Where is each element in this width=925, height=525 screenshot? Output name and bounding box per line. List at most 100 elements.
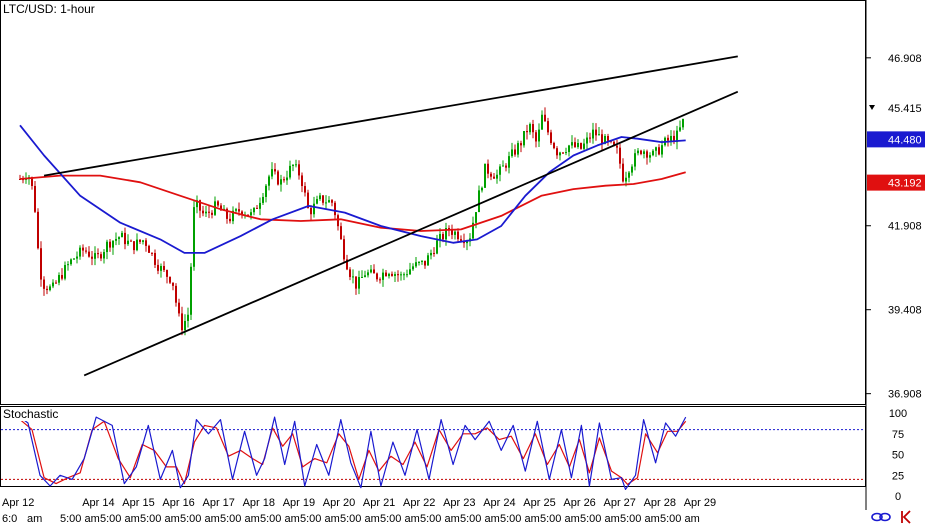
candle-body (409, 269, 411, 275)
candle-body (670, 135, 672, 141)
candle-body (529, 124, 531, 133)
candle-body (622, 163, 624, 182)
candle-body (337, 215, 339, 227)
candle-body (70, 259, 72, 265)
candle-body (496, 174, 498, 179)
candle-body (583, 143, 585, 149)
candle-body (388, 273, 390, 277)
candle-body (160, 265, 162, 271)
date-label: Apr 15 (122, 497, 154, 509)
candle-body (535, 132, 537, 142)
candle-body (490, 173, 492, 177)
candle-body (679, 127, 681, 131)
candle-body (358, 277, 360, 289)
stochastic-axis-ticks: 100 75 50 25 0 (889, 408, 907, 503)
autoscroll-arrow-icon[interactable] (901, 510, 911, 524)
candle-body (121, 232, 123, 238)
candle-body (40, 248, 42, 280)
date-label: Apr 18 (243, 497, 275, 509)
candle-body (625, 177, 627, 182)
lower-trendline[interactable] (83, 90, 739, 377)
candle-body (142, 240, 144, 242)
candle-body (562, 152, 564, 154)
candle-body (520, 143, 522, 146)
candle-body (199, 200, 201, 211)
candle-body (79, 247, 81, 257)
candle-body (289, 165, 291, 178)
date-label: Apr 20 (323, 497, 355, 509)
current-price-marker (869, 104, 875, 110)
candle-body (418, 261, 420, 263)
candle-body (148, 245, 150, 253)
candle-body (523, 131, 525, 146)
candle-body (52, 282, 54, 287)
date-label: Apr 27 (604, 497, 636, 509)
candle-body (385, 272, 387, 277)
candle-body (58, 275, 60, 283)
candle-body (568, 145, 570, 153)
candle-body (421, 260, 423, 262)
candle-body (400, 274, 402, 276)
candle-body (301, 175, 303, 187)
candle-body (196, 200, 198, 208)
moving-averages (19, 124, 686, 254)
candle-body (211, 212, 213, 215)
scroll-link-icon[interactable] (871, 512, 891, 522)
candle-body (181, 313, 183, 331)
candle-body (157, 264, 159, 271)
candle-body (451, 230, 453, 235)
candle-body (268, 176, 270, 186)
price-tick-label: 46.908 (888, 53, 922, 65)
candle-body (538, 129, 540, 142)
candle-body (115, 238, 117, 241)
stochastic-label: Stochastic (3, 407, 58, 421)
candle-body (283, 179, 285, 181)
candle-body (478, 190, 480, 213)
chart-title: LTC/USD: 1-hour (3, 2, 95, 16)
candle-body (220, 205, 222, 211)
candle-body (166, 270, 168, 277)
candle-body (172, 282, 174, 286)
candle-body (445, 228, 447, 240)
candle-body (106, 241, 108, 253)
candle-body (304, 186, 306, 193)
candle-body (439, 234, 441, 241)
candle-body (364, 275, 366, 277)
candle-body (442, 234, 444, 240)
candle-body (394, 274, 396, 276)
ma-fast-price-label-box (867, 131, 925, 148)
candle-body (502, 165, 504, 167)
moving-average-fast-line (19, 124, 686, 254)
candle-body (259, 202, 261, 209)
date-label: Apr 25 (523, 497, 555, 509)
candle-body (316, 199, 318, 204)
candle-body (472, 222, 474, 239)
candle-body (436, 240, 438, 254)
price-labels: 45.415 44.480 43.192 (867, 103, 925, 191)
candle-body (514, 149, 516, 155)
candle-body (661, 145, 663, 155)
candle-body (532, 124, 534, 133)
candle-body (253, 207, 255, 213)
stochastic-lines (19, 416, 687, 490)
candle-body (589, 137, 591, 139)
candle-body (628, 172, 630, 178)
candle-body (310, 207, 312, 215)
candle-body (613, 141, 615, 146)
candle-body (655, 147, 657, 151)
candle-body (403, 274, 405, 276)
candle-body (577, 142, 579, 147)
candle-body (547, 121, 549, 133)
candle-body (379, 279, 381, 281)
candle-body (406, 274, 408, 276)
upper-trendline[interactable] (43, 55, 738, 177)
time-label: 5:00 am (100, 513, 140, 525)
candle-body (571, 142, 573, 146)
candle-body (187, 314, 189, 321)
candle-body (541, 114, 543, 130)
candle-body (367, 272, 369, 276)
date-label: Apr 22 (403, 497, 435, 509)
candle-body (619, 147, 621, 164)
stochastic-levels (1, 429, 865, 480)
